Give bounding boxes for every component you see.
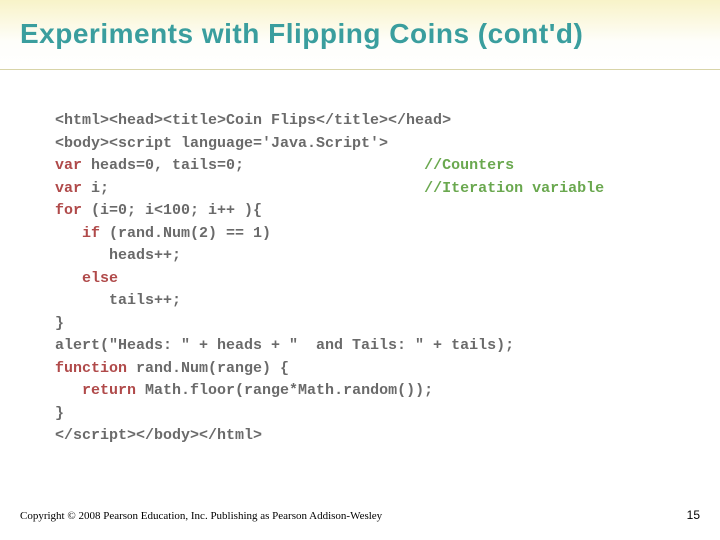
code-line: </script></body></html> bbox=[55, 425, 680, 448]
code-line: for (i=0; i<100; i++ ){ bbox=[55, 200, 680, 223]
code-line: function rand.Num(range) { bbox=[55, 358, 680, 381]
page-number: 15 bbox=[687, 508, 700, 522]
code-line: alert("Heads: " + heads + " and Tails: "… bbox=[55, 335, 680, 358]
code-line: return Math.floor(range*Math.random()); bbox=[55, 380, 680, 403]
code-line: <body><script language='Java.Script'> bbox=[55, 133, 680, 156]
copyright-text: Copyright © 2008 Pearson Education, Inc.… bbox=[20, 510, 382, 522]
header-band: Experiments with Flipping Coins (cont'd) bbox=[0, 0, 720, 70]
code-line: } bbox=[55, 313, 680, 336]
code-line: <html><head><title>Coin Flips</title></h… bbox=[55, 110, 680, 133]
code-block: <html><head><title>Coin Flips</title></h… bbox=[0, 70, 720, 448]
code-line: } bbox=[55, 403, 680, 426]
code-line: else bbox=[55, 268, 680, 291]
code-line: var heads=0, tails=0; //Counters bbox=[55, 155, 680, 178]
code-line: var i; //Iteration variable bbox=[55, 178, 680, 201]
slide-title: Experiments with Flipping Coins (cont'd) bbox=[20, 18, 700, 50]
code-line: if (rand.Num(2) == 1) bbox=[55, 223, 680, 246]
code-line: heads++; bbox=[55, 245, 680, 268]
code-line: tails++; bbox=[55, 290, 680, 313]
footer: Copyright © 2008 Pearson Education, Inc.… bbox=[20, 508, 700, 522]
